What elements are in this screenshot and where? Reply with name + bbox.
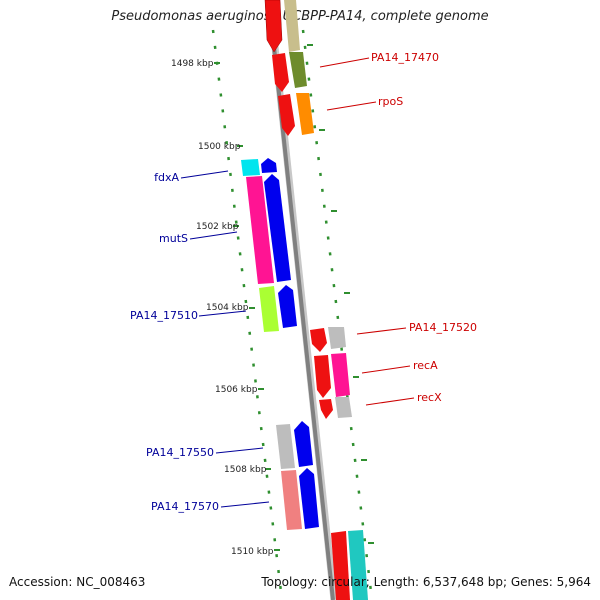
gene-label-leader — [180, 170, 229, 179]
gene-label-recx[interactable]: recX — [417, 391, 442, 404]
ruler-label: 1504 kbp — [206, 303, 249, 313]
genome-summary: Topology: circular; Length: 6,537,648 bp… — [261, 575, 591, 589]
gene-feature[interactable] — [246, 176, 274, 284]
ruler-label: 1510 kbp — [231, 547, 274, 557]
gene-feature[interactable] — [310, 328, 327, 352]
ruler-label: 1502 kbp — [196, 222, 239, 232]
gene-label-fdxa[interactable]: fdxA — [154, 171, 179, 184]
gene-feature[interactable] — [278, 285, 297, 328]
accession-label: Accession: NC_008463 — [9, 575, 146, 589]
gene-feature[interactable] — [314, 355, 331, 398]
map-title: Pseudomonas aeruginosa UCBPP-PA14, compl… — [111, 9, 489, 24]
gene-feature[interactable] — [261, 158, 277, 173]
genome-backbone — [267, 0, 335, 600]
gene-feature[interactable] — [331, 353, 350, 397]
gene-label-rpos[interactable]: rpoS — [378, 95, 403, 108]
gene-label-pa14-17550[interactable]: PA14_17550 — [146, 446, 214, 459]
gene-feature[interactable] — [278, 94, 295, 136]
gene-label-reca[interactable]: recA — [413, 359, 438, 372]
gene-label-leader — [326, 101, 377, 111]
ruler-label: 1508 kbp — [224, 465, 267, 475]
gene-feature[interactable] — [335, 397, 352, 418]
gene-feature[interactable] — [348, 530, 368, 600]
gene-feature[interactable] — [319, 399, 333, 419]
gene-label-leader — [215, 447, 264, 454]
gene-feature[interactable] — [296, 93, 314, 135]
gene-label-muts[interactable]: mutS — [159, 232, 188, 245]
gene-feature[interactable] — [299, 468, 319, 529]
gene-label-pa14-17520[interactable]: PA14_17520 — [409, 321, 477, 334]
gene-feature[interactable] — [281, 470, 302, 530]
gene-feature[interactable] — [272, 53, 289, 92]
ruler-label: 1506 kbp — [215, 385, 258, 395]
gene-label-leader — [365, 397, 415, 406]
gene-feature[interactable] — [328, 327, 346, 349]
gene-label-leader — [361, 365, 411, 374]
gene-label-leader — [319, 57, 370, 68]
gene-label-leader — [198, 310, 247, 317]
gene-feature[interactable] — [294, 421, 313, 467]
gene-feature[interactable] — [289, 52, 307, 88]
gene-label-leader — [189, 231, 238, 240]
gene-label-pa14-17510[interactable]: PA14_17510 — [130, 309, 198, 322]
ruler-label: 1500 kbp — [198, 142, 241, 152]
ruler-label: 1498 kbp — [171, 59, 214, 69]
gene-feature[interactable] — [276, 424, 295, 469]
gene-feature[interactable] — [259, 286, 279, 332]
gene-label-pa14-17470[interactable]: PA14_17470 — [371, 51, 439, 64]
gene-feature[interactable] — [264, 174, 291, 282]
gene-feature[interactable] — [331, 531, 350, 600]
gene-label-leader — [220, 501, 270, 508]
gene-feature[interactable] — [284, 0, 300, 52]
gene-feature[interactable] — [264, 0, 283, 53]
gene-label-leader — [356, 327, 407, 335]
ruler-ticks — [214, 44, 374, 551]
gene-label-pa14-17570[interactable]: PA14_17570 — [151, 500, 219, 513]
gene-feature[interactable] — [241, 159, 260, 176]
